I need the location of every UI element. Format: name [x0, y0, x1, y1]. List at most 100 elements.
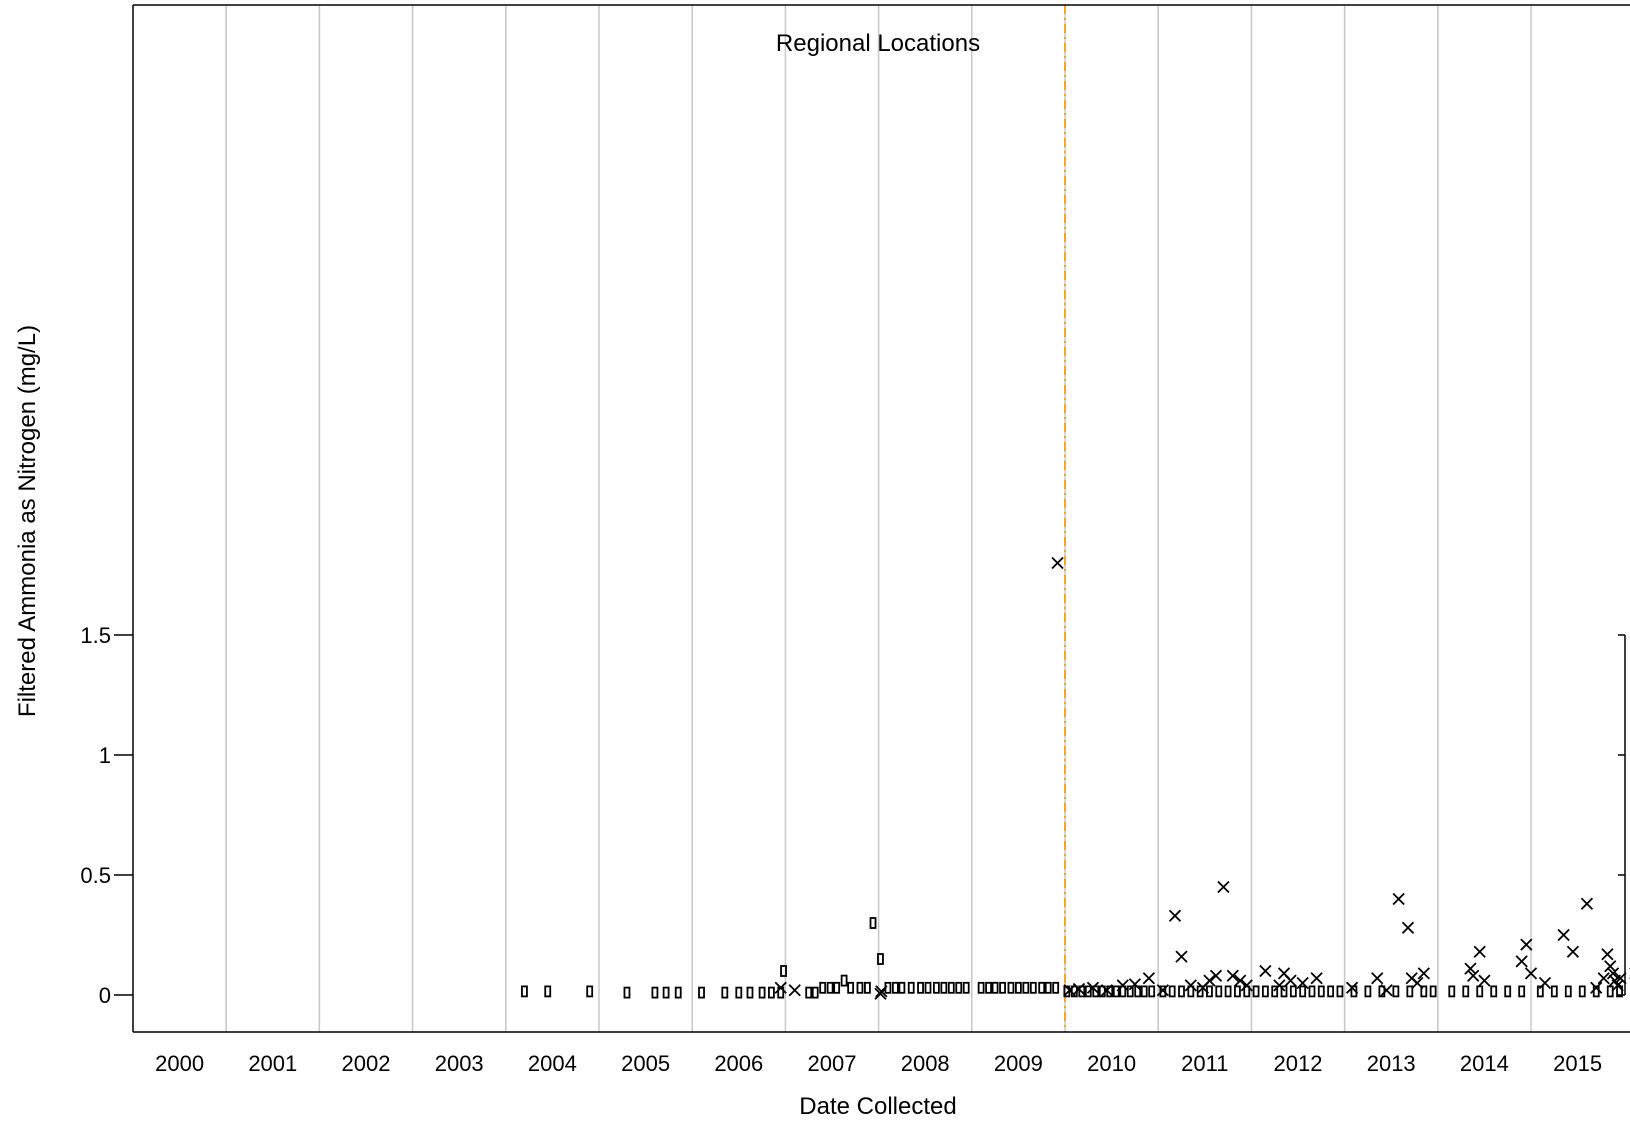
- data-point-rect: [826, 981, 834, 994]
- data-point-rect: [1052, 981, 1060, 994]
- data-point-rect: [1007, 981, 1015, 994]
- data-point-rect: [1606, 985, 1614, 998]
- data-point-rect: [1406, 985, 1414, 998]
- data-point-rect: [898, 981, 906, 994]
- data-point-rect: [805, 986, 813, 999]
- data-point-x: [1203, 974, 1216, 987]
- data-point-rect: [1336, 985, 1344, 998]
- data-point-rect: [1504, 985, 1512, 998]
- data-point-x: [1175, 950, 1188, 963]
- data-point-x: [1051, 556, 1064, 570]
- x-tick-label: 2011: [1181, 1051, 1228, 1076]
- data-point-rect: [651, 986, 659, 999]
- data-point-rect: [1112, 985, 1120, 998]
- data-point-x: [875, 985, 888, 998]
- data-point-x: [1100, 984, 1114, 997]
- data-point-x: [1520, 938, 1533, 951]
- data-point-x: [1296, 976, 1309, 990]
- data-point-rect: [1271, 985, 1279, 998]
- data-point-rect: [907, 981, 915, 994]
- x-tick-label: 2010: [1087, 1051, 1136, 1076]
- data-point-x: [1284, 974, 1297, 987]
- data-point-rect: [768, 986, 775, 999]
- data-point-x: [1116, 979, 1129, 992]
- data-points: [521, 556, 1630, 1000]
- data-point-rect: [962, 981, 970, 994]
- data-point-x: [1240, 979, 1253, 992]
- data-point-rect: [1148, 985, 1156, 998]
- data-point-x: [788, 984, 801, 997]
- data-point-rect: [864, 981, 871, 994]
- data-point-x: [1072, 982, 1086, 996]
- data-point-rect: [1084, 985, 1092, 998]
- data-point-x: [1392, 892, 1405, 906]
- vertical-gridlines: [225, 5, 1532, 1032]
- data-point-rect: [1308, 985, 1316, 998]
- data-point-rect: [877, 953, 884, 965]
- data-point-rect: [847, 981, 855, 994]
- x-tick-label: 2005: [621, 1051, 670, 1076]
- data-point-x: [1614, 972, 1627, 985]
- data-point-rect: [991, 981, 999, 994]
- data-point-rect: [1518, 985, 1526, 998]
- data-point-rect: [1364, 985, 1372, 998]
- data-point-rect: [1420, 985, 1428, 998]
- data-point-x: [1310, 972, 1323, 985]
- data-point-x: [1467, 969, 1480, 982]
- data-point-rect: [1289, 985, 1297, 998]
- data-point-rect: [833, 981, 841, 994]
- chart-title: Regional Locations: [776, 30, 980, 57]
- x-tick-label: 2001: [248, 1051, 297, 1076]
- data-point-rect: [1261, 985, 1269, 998]
- data-point-x: [1557, 928, 1570, 942]
- data-point-rect: [1429, 985, 1437, 998]
- data-point-x: [1128, 978, 1142, 991]
- data-point-rect: [999, 981, 1006, 994]
- data-point-rect: [1196, 985, 1204, 998]
- data-point-x: [1478, 974, 1491, 987]
- x-tick-label: 2006: [714, 1051, 763, 1076]
- x-tick-label: 2008: [901, 1051, 950, 1076]
- data-point-rect: [1476, 985, 1484, 998]
- data-point-rect: [521, 985, 528, 998]
- data-point-rect: [1327, 985, 1335, 998]
- data-point-rect: [869, 917, 877, 929]
- data-point-rect: [1234, 985, 1241, 998]
- data-point-rect: [924, 981, 932, 994]
- data-point-x: [1401, 921, 1415, 934]
- data-point-x: [1606, 967, 1620, 980]
- data-point-rect: [1462, 985, 1470, 998]
- data-point-rect: [1140, 985, 1148, 998]
- data-point-rect: [940, 981, 948, 994]
- data-point-rect: [1044, 981, 1052, 994]
- data-point-rect: [758, 986, 766, 999]
- data-point-x: [1086, 981, 1100, 994]
- data-point-x: [1538, 976, 1552, 990]
- data-point-rect: [1168, 985, 1176, 998]
- data-point-rect: [932, 981, 940, 994]
- data-point-rect: [819, 981, 827, 994]
- data-point-x: [1473, 945, 1486, 958]
- data-point-rect: [947, 981, 955, 994]
- x-axis: 2000 2001 2002 2003 2004 2005 2006 2007 2008 2009…: [155, 1051, 1602, 1076]
- data-point-x: [1259, 964, 1272, 978]
- data-point-rect: [1252, 985, 1260, 998]
- x-tick-label: 2000: [155, 1051, 204, 1076]
- data-point-rect: [1392, 985, 1400, 998]
- x-tick-label: 2015: [1553, 1051, 1602, 1076]
- data-point-x: [774, 981, 787, 994]
- x-tick-label: 2009: [994, 1051, 1043, 1076]
- data-point-x: [1411, 976, 1424, 990]
- x-tick-label: 2003: [435, 1051, 484, 1076]
- data-point-rect: [1029, 981, 1037, 994]
- data-point-x: [1371, 972, 1384, 985]
- data-point-rect: [662, 986, 670, 999]
- data-point-rect: [1038, 981, 1046, 994]
- data-point-rect: [586, 985, 594, 998]
- data-point-rect: [840, 974, 848, 987]
- data-point-rect: [1448, 985, 1456, 998]
- x-tick-label: 2004: [528, 1051, 577, 1076]
- data-point-rect: [1550, 985, 1558, 998]
- data-point-x: [1273, 979, 1286, 992]
